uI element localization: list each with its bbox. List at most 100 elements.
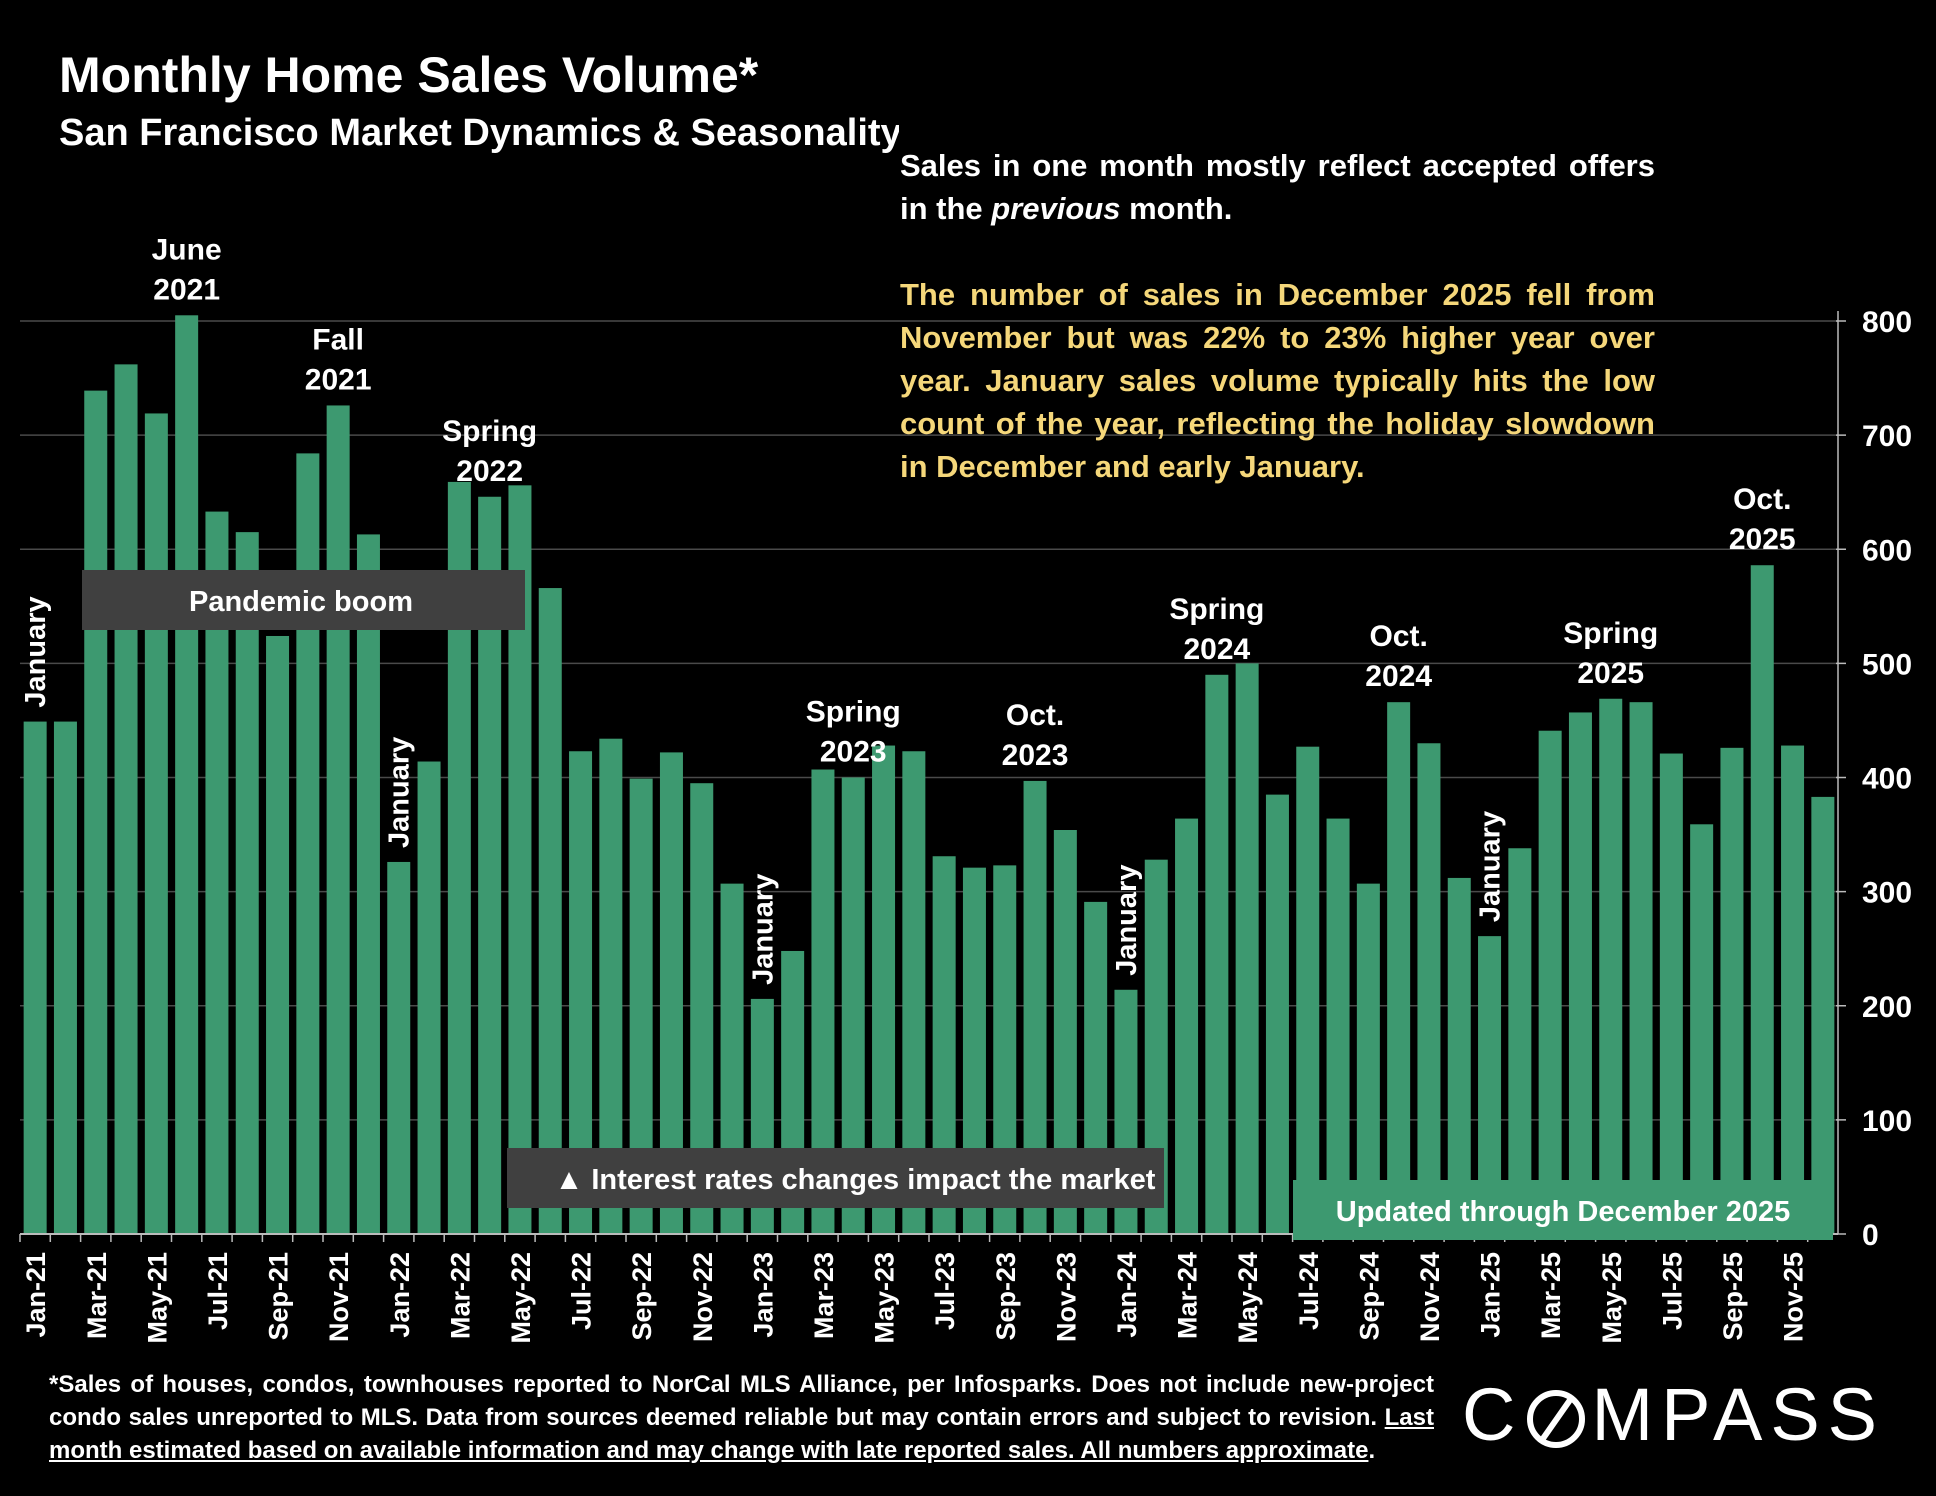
- x-tick-label: Sep-22: [627, 1252, 657, 1341]
- annotation-january: January: [1111, 865, 1143, 976]
- bar-mar-21: [84, 390, 108, 1235]
- x-tick-label: Jul-24: [1294, 1252, 1324, 1330]
- bar-nov-23: [1053, 829, 1077, 1234]
- bar-sep-21: [266, 635, 290, 1234]
- x-tick-label: May-22: [506, 1252, 536, 1344]
- commentary-highlight: The number of sales in December 2025 fel…: [900, 277, 1655, 484]
- bar-aug-21: [235, 532, 259, 1234]
- x-tick-label: Jan-21: [21, 1252, 51, 1338]
- bar-jul-21: [205, 511, 229, 1234]
- x-tick-label: May-24: [1233, 1252, 1263, 1344]
- bar-jan-25: [1478, 936, 1502, 1234]
- x-tick-label: Jan-22: [385, 1252, 415, 1338]
- callout-text: Pandemic boom: [189, 586, 413, 618]
- annotation-label: 2024: [1365, 660, 1432, 693]
- bar-jul-23: [932, 856, 956, 1234]
- bar-sep-24: [1356, 883, 1380, 1234]
- annotation-label: Oct.: [1369, 620, 1427, 653]
- x-tick-label: Jan-24: [1112, 1252, 1142, 1338]
- annotation-label: 2021: [153, 273, 220, 306]
- x-tick-label: Sep-25: [1718, 1252, 1748, 1341]
- logo-text-start: C: [1462, 1373, 1524, 1456]
- bar-jul-25: [1659, 753, 1683, 1234]
- y-tick-label: 200: [1862, 991, 1912, 1024]
- bar-apr-22: [478, 496, 502, 1234]
- bar-oct-23: [1023, 780, 1047, 1234]
- chart-subtitle: San Francisco Market Dynamics & Seasonal…: [59, 112, 899, 154]
- bar-sep-23: [993, 865, 1017, 1234]
- bar-may-23: [872, 745, 896, 1234]
- bar-aug-23: [962, 867, 986, 1234]
- bar-nov-21: [326, 405, 350, 1234]
- bar-dec-24: [1447, 877, 1471, 1234]
- bar-jun-25: [1629, 702, 1653, 1234]
- y-tick-label: 500: [1862, 648, 1912, 681]
- annotation-label: 2025: [1577, 657, 1644, 690]
- bar-sep-25: [1720, 747, 1744, 1234]
- commentary-intro-emphasis: previous: [991, 191, 1121, 226]
- x-tick-label: Jan-25: [1476, 1252, 1506, 1338]
- bar-aug-25: [1690, 824, 1714, 1234]
- annotation-january: January: [20, 596, 52, 707]
- x-tick-label: Nov-25: [1779, 1252, 1809, 1342]
- annotation-january: January: [747, 874, 779, 985]
- x-tick-label: Nov-21: [324, 1252, 354, 1342]
- annotation-label: 2024: [1183, 633, 1250, 666]
- annotation-label: 2025: [1729, 523, 1796, 556]
- bar-jul-22: [569, 751, 593, 1234]
- x-tick-label: Mar-25: [1536, 1252, 1566, 1339]
- y-tick-label: 300: [1862, 877, 1912, 910]
- bar-aug-24: [1326, 818, 1350, 1234]
- bar-jun-22: [538, 588, 562, 1234]
- annotation-label: 2023: [1002, 739, 1069, 772]
- x-tick-label: May-25: [1597, 1252, 1627, 1344]
- bar-mar-25: [1538, 730, 1562, 1234]
- callout-box: [1293, 1180, 1833, 1240]
- compass-logo: C MPASS: [1462, 1372, 1885, 1457]
- x-tick-label: May-23: [870, 1252, 900, 1344]
- bar-jan-22: [387, 861, 411, 1234]
- bar-oct-21: [296, 453, 320, 1234]
- x-tick-label: Nov-22: [688, 1252, 718, 1342]
- bar-aug-22: [599, 738, 623, 1234]
- bar-dec-25: [1811, 796, 1835, 1234]
- annotation-label: Oct.: [1006, 699, 1064, 732]
- annotation-label: Spring: [1169, 593, 1264, 626]
- bar-mar-22: [447, 481, 471, 1234]
- x-tick-label: Jan-23: [748, 1252, 778, 1338]
- bar-apr-24: [1205, 674, 1229, 1234]
- bar-jun-23: [902, 751, 926, 1234]
- bar-feb-24: [1144, 859, 1168, 1234]
- footnote-text: *Sales of houses, condos, townhouses rep…: [49, 1371, 1434, 1431]
- annotation-label: 2023: [820, 736, 887, 769]
- bar-mar-23: [811, 769, 835, 1234]
- bar-jul-24: [1296, 746, 1320, 1234]
- annotation-label: 2022: [456, 455, 523, 488]
- bar-jun-21: [175, 315, 199, 1234]
- x-tick-label: Sep-23: [991, 1252, 1021, 1341]
- bar-nov-22: [690, 783, 714, 1234]
- commentary-intro-start: Sales in one month mostly reflect accept…: [900, 148, 1655, 226]
- annotation-january: January: [384, 737, 416, 848]
- bar-may-22: [508, 485, 532, 1235]
- logo-o-icon: [1527, 1390, 1586, 1448]
- bar-mar-24: [1175, 818, 1199, 1234]
- commentary: Sales in one month mostly reflect accept…: [900, 144, 1655, 488]
- annotation-label: Oct.: [1733, 483, 1791, 516]
- commentary-intro-end: month.: [1120, 191, 1233, 226]
- annotation-label: 2021: [305, 363, 372, 396]
- bar-jun-24: [1265, 794, 1289, 1234]
- annotation-label: June: [152, 233, 222, 266]
- x-tick-label: Jul-21: [203, 1252, 233, 1330]
- bar-jan-21: [23, 721, 47, 1234]
- bar-apr-25: [1568, 712, 1592, 1234]
- y-tick-label: 400: [1862, 763, 1912, 796]
- x-tick-label: Sep-24: [1354, 1252, 1384, 1341]
- x-tick-label: Nov-23: [1051, 1252, 1081, 1342]
- annotation-label: Fall: [312, 323, 364, 356]
- y-tick-label: 800: [1862, 306, 1912, 339]
- bar-dec-22: [720, 883, 744, 1234]
- bar-feb-21: [53, 721, 77, 1234]
- x-tick-label: May-21: [142, 1252, 172, 1344]
- bar-oct-24: [1387, 702, 1411, 1234]
